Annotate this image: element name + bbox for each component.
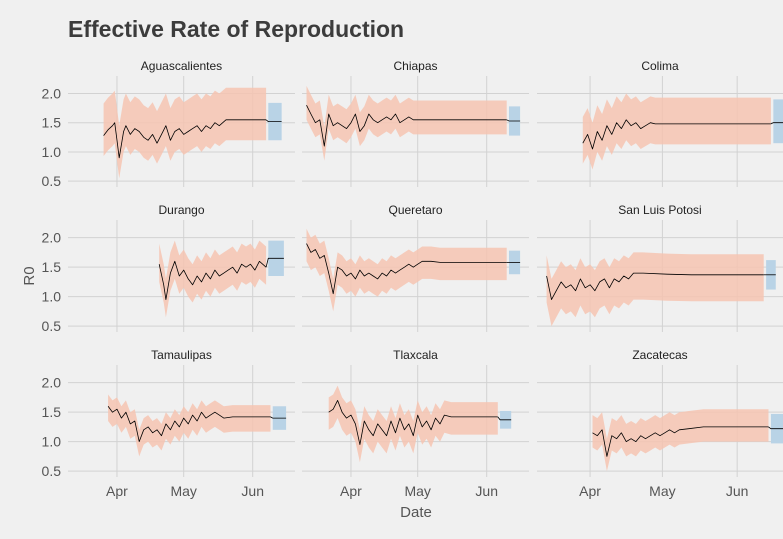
estimate-band	[108, 394, 271, 457]
y-tick-label: 1.0	[42, 289, 62, 305]
panels: Aguascalientes Chiapas Colima Durango Queret…	[68, 59, 783, 477]
forecast-line	[506, 119, 521, 122]
rt-line	[592, 426, 769, 457]
estimate-band	[546, 252, 764, 327]
estimate-band	[159, 240, 267, 318]
x-tick-label: Jun	[475, 483, 498, 499]
x-tick-label: Apr	[340, 483, 362, 499]
y-tick-label: 2.0	[42, 230, 62, 246]
x-tick-label: Apr	[106, 483, 128, 499]
panel: Aguascalientes	[68, 59, 295, 187]
x-tick-label: Jun	[241, 483, 264, 499]
x-tick-label: May	[649, 483, 675, 499]
rt-line	[328, 399, 498, 446]
x-tick-label: May	[404, 483, 430, 499]
panel-title: Colima	[641, 59, 679, 73]
estimate-band	[582, 93, 771, 170]
x-tick-labels: Apr May Jun Apr May Jun Apr May Jun	[106, 483, 748, 499]
rt-line	[158, 260, 267, 301]
rt-line	[107, 406, 271, 443]
forecast-line	[497, 416, 512, 421]
rt-line	[306, 243, 507, 295]
panel-title: Tamaulipas	[151, 348, 212, 362]
rt-line	[103, 119, 267, 159]
y-tick-labels: 0.5 1.0 1.5 2.0 0.5 1.0 1.5 2.0 0.5 1.0 1.5 2.0	[42, 86, 62, 480]
panel: San Luis Potosi	[537, 203, 783, 332]
y-axis-label: R0	[21, 266, 38, 285]
forecast-band	[773, 99, 783, 144]
panel: Tamaulipas	[68, 348, 295, 477]
x-tick-label: Jun	[726, 483, 749, 499]
panel-title: Zacatecas	[632, 348, 687, 362]
x-tick-label: Apr	[579, 483, 601, 499]
forecast-line	[768, 426, 783, 430]
y-tick-label: 1.5	[42, 115, 62, 131]
forecast-line	[265, 119, 282, 122]
y-tick-label: 1.5	[42, 259, 62, 275]
panel-title: Aguascalientes	[141, 59, 222, 73]
panel-title: San Luis Potosi	[618, 203, 701, 217]
panel: Colima	[537, 59, 783, 187]
rt-line	[546, 272, 764, 301]
estimate-band	[592, 409, 769, 472]
y-tick-label: 0.5	[42, 318, 62, 334]
y-tick-label: 1.0	[42, 144, 62, 160]
panel-title: Durango	[158, 203, 204, 217]
estimate-band	[328, 385, 498, 463]
y-tick-label: 0.5	[42, 463, 62, 479]
panel-title: Chiapas	[393, 59, 437, 73]
panel: Queretaro	[302, 203, 529, 332]
chart-title: Effective Rate of Reproduction	[68, 16, 404, 42]
estimate-band	[306, 85, 507, 161]
y-tick-label: 1.0	[42, 434, 62, 450]
panel-title: Tlaxcala	[393, 348, 438, 362]
forecast-line	[770, 122, 783, 125]
x-tick-label: May	[170, 483, 196, 499]
rt-line	[306, 105, 507, 147]
panel: Zacatecas	[537, 348, 783, 477]
panel: Tlaxcala	[302, 348, 529, 477]
y-tick-label: 1.5	[42, 404, 62, 420]
panel: Chiapas	[302, 59, 529, 187]
x-axis-label: Date	[400, 504, 432, 521]
rt-line	[582, 119, 771, 150]
forecast-line	[265, 257, 284, 268]
estimate-band	[103, 87, 267, 179]
forecast-line	[270, 416, 287, 419]
estimate-band	[306, 228, 507, 312]
panel: Durango	[68, 203, 295, 332]
y-tick-label: 0.5	[42, 173, 62, 189]
panel-title: Queretaro	[388, 203, 442, 217]
y-tick-label: 2.0	[42, 86, 62, 102]
y-tick-label: 2.0	[42, 375, 62, 391]
